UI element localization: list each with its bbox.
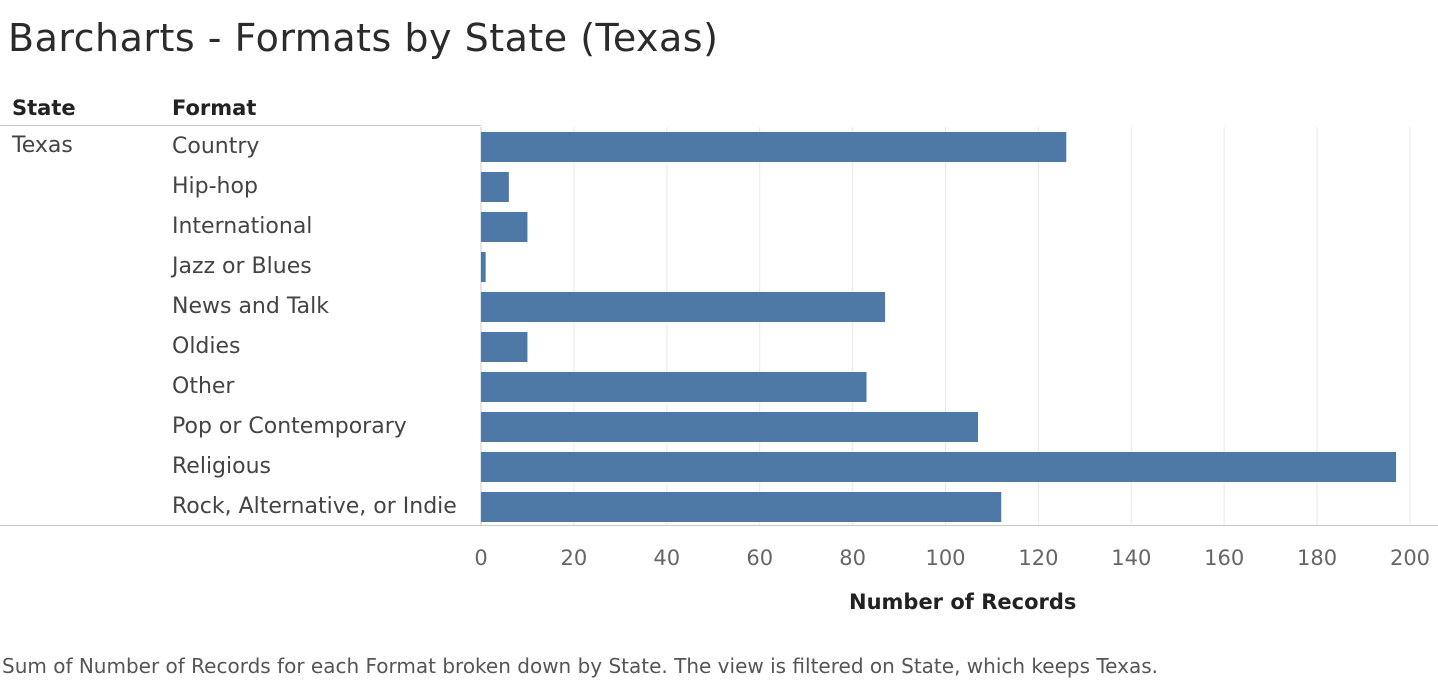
category-label: Rock, Alternative, or Indie — [172, 494, 457, 519]
bar[interactable] — [481, 372, 867, 402]
format-column-header: Format — [172, 96, 257, 120]
chart-caption: Sum of Number of Records for each Format… — [2, 654, 1159, 678]
x-tick-label: 160 — [1204, 546, 1244, 570]
x-tick-label: 100 — [925, 546, 965, 570]
category-label: Jazz or Blues — [172, 254, 312, 279]
x-tick-label: 40 — [653, 546, 680, 570]
format-category-list: Country Hip-hop International Jazz or Blues… — [172, 127, 477, 527]
x-tick-label: 200 — [1390, 546, 1430, 570]
bar[interactable] — [481, 412, 979, 442]
x-axis-label: Number of Records — [849, 590, 1077, 614]
x-tick-label: 80 — [839, 546, 866, 570]
category-label: Hip-hop — [172, 174, 258, 199]
x-tick-label: 0 — [474, 546, 487, 570]
chart-title: Barcharts - Formats by State (Texas) — [8, 16, 719, 60]
category-label: Country — [172, 134, 260, 159]
bar[interactable] — [481, 452, 1397, 482]
bars — [481, 132, 1397, 522]
bar[interactable] — [481, 212, 528, 242]
axis-baseline — [0, 525, 1438, 526]
x-tick-label: 120 — [1018, 546, 1058, 570]
category-label: Oldies — [172, 334, 241, 359]
bar[interactable] — [481, 132, 1067, 162]
category-label: Pop or Contemporary — [172, 414, 407, 439]
state-column-header: State — [12, 96, 76, 120]
category-label: News and Talk — [172, 294, 329, 319]
bar[interactable] — [481, 292, 886, 322]
x-axis-ticks: 0 20 40 60 80 100 120 140 160 180 200 — [474, 546, 1430, 570]
x-tick-label: 20 — [561, 546, 588, 570]
x-tick-label: 180 — [1297, 546, 1337, 570]
bar[interactable] — [481, 332, 528, 362]
header-divider — [0, 125, 481, 126]
x-tick-label: 60 — [746, 546, 773, 570]
bar[interactable] — [481, 252, 486, 282]
state-value-texas[interactable]: Texas — [12, 133, 73, 158]
category-label: International — [172, 214, 313, 239]
category-label: Religious — [172, 454, 271, 479]
bar[interactable] — [481, 492, 1002, 522]
x-tick-label: 140 — [1111, 546, 1151, 570]
bar[interactable] — [481, 172, 509, 202]
category-label: Other — [172, 374, 235, 399]
